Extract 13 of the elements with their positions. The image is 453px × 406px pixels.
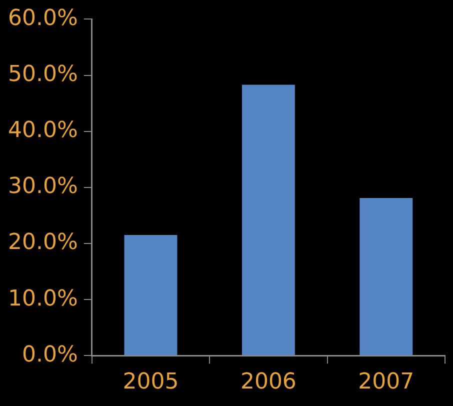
y-tick-label: 0.0%	[22, 342, 78, 368]
y-tick-label: 20.0%	[8, 230, 78, 256]
x-tick-label: 2005	[122, 370, 179, 395]
y-tick-label: 10.0%	[8, 286, 78, 312]
bar	[124, 235, 178, 356]
y-tick-label: 30.0%	[8, 174, 78, 200]
bar	[242, 84, 295, 356]
x-tick-label: 2007	[358, 370, 414, 395]
bar	[360, 198, 413, 356]
x-tick-label: 2006	[240, 370, 296, 395]
y-tick-label: 40.0%	[8, 118, 78, 144]
y-tick-label: 60.0%	[8, 6, 78, 31]
y-tick-label: 50.0%	[8, 62, 78, 87]
